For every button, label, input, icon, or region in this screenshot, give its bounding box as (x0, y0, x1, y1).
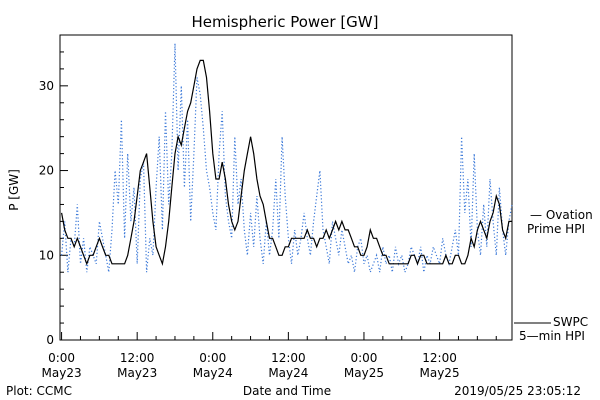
series-swpc-hpi (61, 59, 512, 267)
y-tick-label: 10 (39, 248, 54, 262)
x-tick-date-label: May24 (268, 366, 308, 380)
x-tick-time-label: 12:00 (120, 351, 155, 365)
y-tick-label: 20 (39, 164, 54, 178)
x-tick-time-label: 0:00 (350, 351, 377, 365)
footer-timestamp: 2019/05/25 23:05:12 (454, 384, 581, 398)
y-axis-ticks: 0 10 20 30 (39, 34, 68, 347)
legend-swpc-line2: 5—min HPI (519, 329, 585, 343)
legend: — Ovation Prime HPI SWPC 5—min HPI (514, 208, 593, 343)
y-tick-label: 30 (39, 79, 54, 93)
chart-title: Hemispheric Power [GW] (192, 13, 379, 31)
y-axis-label: P [GW] (7, 169, 21, 211)
x-axis-label: Date and Time (243, 384, 331, 398)
x-tick-time-label: 0:00 (48, 351, 75, 365)
x-tick-date-label: May25 (420, 366, 460, 380)
x-tick-date-label: May24 (193, 366, 233, 380)
x-tick-date-label: May25 (344, 366, 384, 380)
x-tick-date-label: May23 (42, 366, 82, 380)
y-tick-label: 0 (46, 333, 54, 347)
x-tick-time-label: 0:00 (199, 351, 226, 365)
legend-swpc-line1: SWPC (553, 315, 588, 329)
x-axis-ticks: 0:00May2312:00May230:00May2412:00May240:… (42, 332, 497, 380)
x-tick-time-label: 12:00 (422, 351, 457, 365)
legend-ovation-line1: — Ovation (530, 208, 593, 222)
series-ovation-prime-hpi (61, 43, 513, 275)
x-tick-date-label: May23 (117, 366, 157, 380)
footer-plot-source: Plot: CCMC (6, 384, 72, 398)
legend-ovation-line2: Prime HPI (527, 222, 585, 236)
plot-frame (59, 34, 513, 341)
x-tick-time-label: 12:00 (271, 351, 306, 365)
